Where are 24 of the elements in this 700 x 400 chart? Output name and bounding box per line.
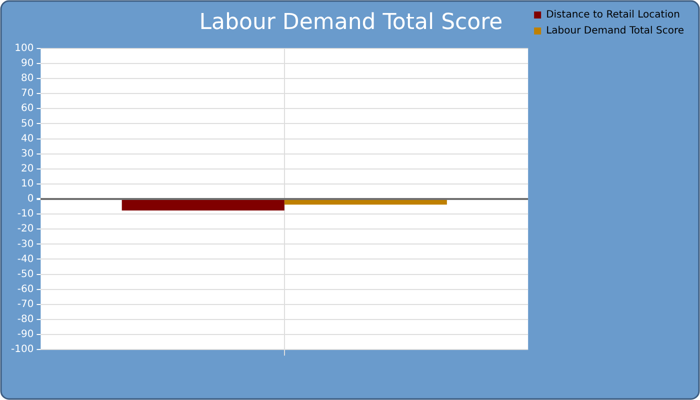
chart-title: Labour Demand Total Score	[199, 10, 503, 35]
y-tick-label: -80	[17, 314, 34, 326]
y-tick-label: 20	[20, 163, 34, 174]
y-tick-label: 100	[14, 42, 34, 54]
y-tick-label: 90	[20, 58, 34, 70]
legend-label: Distance to Retail Location	[546, 10, 680, 21]
y-tick-label: -30	[17, 238, 34, 250]
y-tick-label: -20	[17, 224, 34, 235]
y-tick-label: 50	[20, 118, 34, 130]
y-tick-label: 10	[20, 178, 34, 190]
legend-label: Labour Demand Total Score	[546, 26, 684, 37]
y-tick-label: -100	[10, 344, 34, 356]
y-tick-label: -50	[17, 268, 34, 280]
y-tick-label: -70	[17, 299, 34, 310]
y-tick-label: -60	[17, 284, 34, 295]
y-tick-label: 70	[20, 88, 34, 100]
y-tick-label: -10	[17, 208, 34, 220]
y-tick-label: 30	[20, 148, 34, 160]
y-tick-label: 40	[20, 133, 34, 144]
y-tick-label: -90	[17, 329, 34, 340]
y-tick-label: 80	[20, 73, 34, 84]
y-tick-label: 60	[20, 103, 34, 114]
y-tick-label: 0	[27, 194, 34, 205]
y-tick-label: -40	[17, 254, 34, 265]
